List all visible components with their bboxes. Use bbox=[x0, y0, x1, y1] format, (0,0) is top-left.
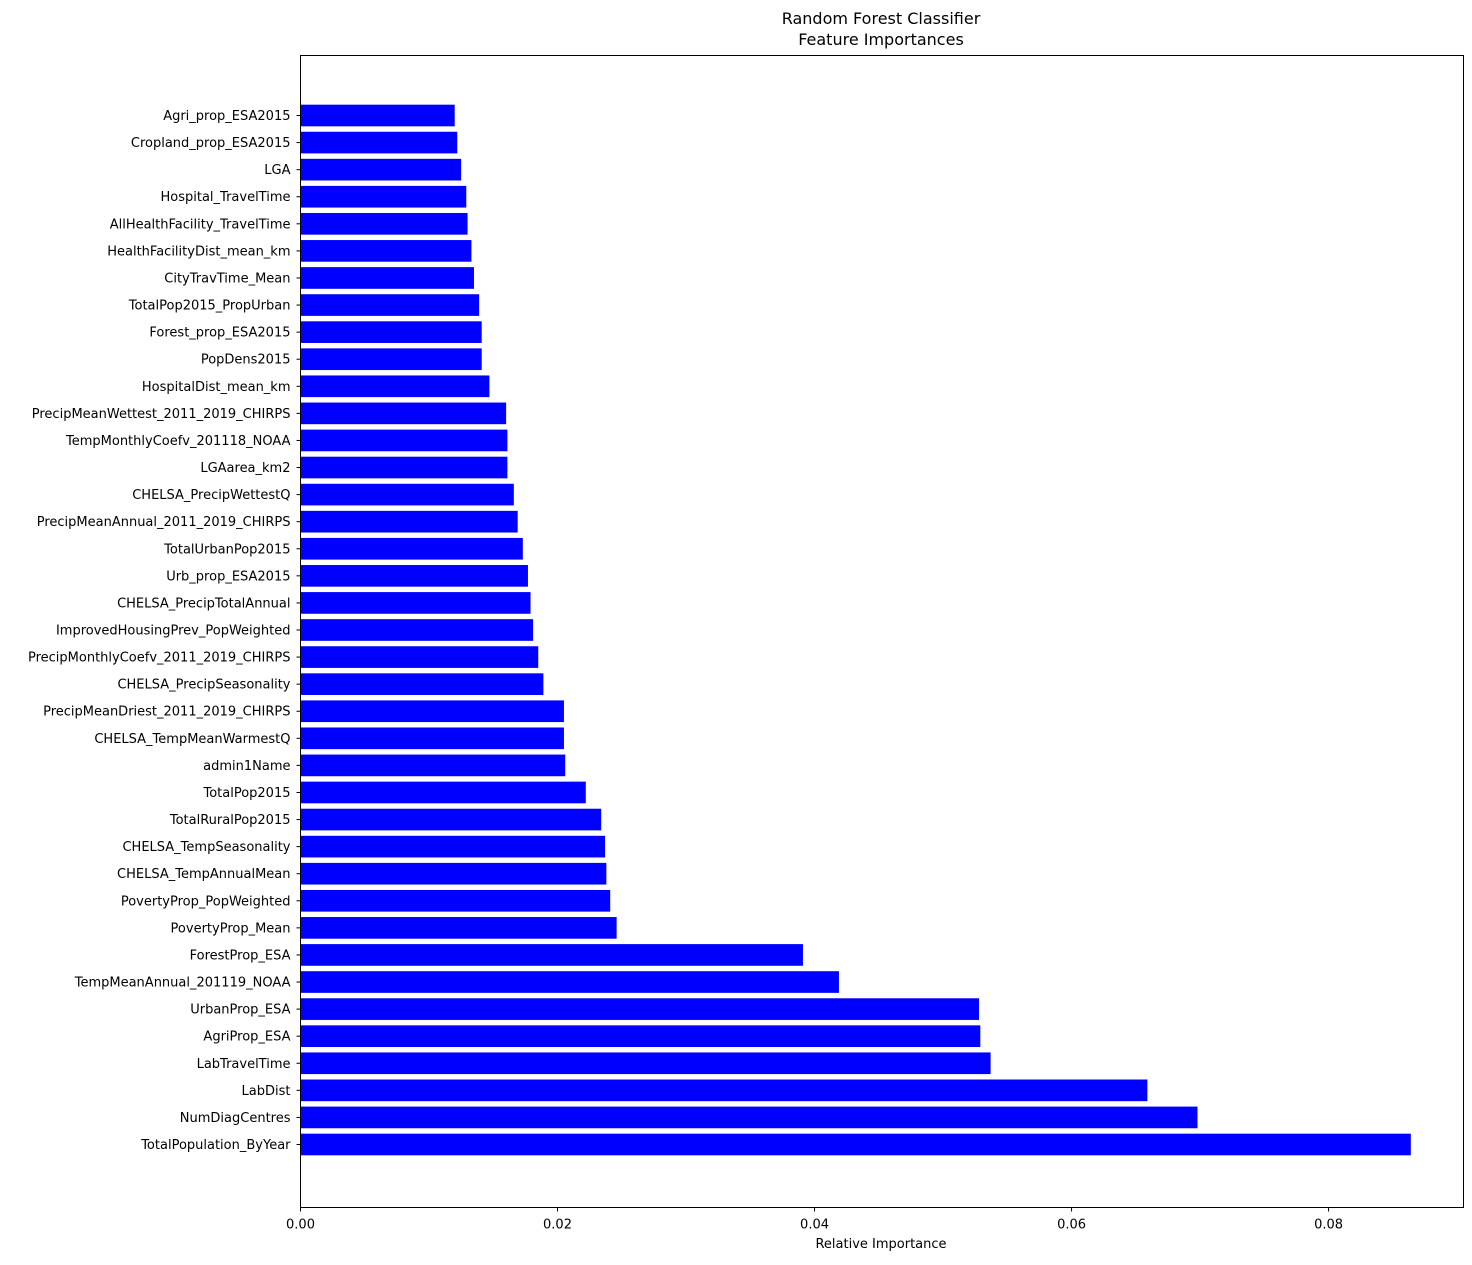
bar bbox=[300, 592, 531, 614]
bar bbox=[300, 835, 606, 858]
y-tick-label: Forest_prop_ESA2015 bbox=[149, 326, 290, 341]
chart-title-line-2: Feature Importances bbox=[798, 30, 964, 49]
x-tick-label: 0.08 bbox=[1314, 1218, 1343, 1233]
x-tick-label: 0.02 bbox=[543, 1218, 572, 1233]
y-tick-label: admin1Name bbox=[203, 759, 290, 774]
y-tick-label: CityTravTime_Mean bbox=[164, 271, 290, 286]
bar bbox=[300, 267, 474, 289]
bar bbox=[300, 1133, 1411, 1156]
bar bbox=[300, 158, 462, 181]
bar bbox=[300, 212, 468, 235]
y-tick-label: ImprovedHousingPrev_PopWeighted bbox=[56, 624, 291, 639]
y-tick-label: CHELSA_PrecipTotalAnnual bbox=[117, 596, 290, 611]
bar bbox=[300, 402, 507, 425]
bars-layer bbox=[300, 104, 1411, 1156]
y-tick-label: PrecipMeanWettest_2011_2019_CHIRPS bbox=[32, 407, 291, 422]
bar bbox=[300, 971, 839, 993]
bar bbox=[300, 754, 566, 777]
bar bbox=[300, 185, 467, 208]
y-tick-label: CHELSA_TempAnnualMean bbox=[117, 867, 290, 882]
bar bbox=[300, 781, 586, 804]
y-tick-label: LGA bbox=[264, 163, 290, 178]
bar bbox=[300, 889, 611, 912]
bar bbox=[300, 348, 482, 371]
y-tick-label: TotalPop2015 bbox=[202, 786, 290, 801]
bar bbox=[300, 619, 534, 641]
y-tick-label: PopDens2015 bbox=[201, 353, 291, 368]
y-tick-label: PovertyProp_PopWeighted bbox=[121, 894, 291, 909]
bar bbox=[300, 429, 508, 452]
bar bbox=[300, 131, 458, 154]
y-tick-label: TempMeanAnnual_201119_NOAA bbox=[74, 976, 291, 991]
y-tick-label: TotalRuralPop2015 bbox=[169, 813, 291, 828]
bar bbox=[300, 646, 539, 668]
y-tick-label: NumDiagCentres bbox=[180, 1111, 291, 1126]
bar bbox=[300, 1106, 1198, 1129]
bar bbox=[300, 727, 564, 750]
bar bbox=[300, 565, 528, 587]
y-tick-label: LGAarea_km2 bbox=[200, 461, 290, 476]
bar bbox=[300, 917, 617, 939]
y-tick-label: LabTravelTime bbox=[197, 1057, 291, 1072]
bar bbox=[300, 510, 518, 533]
y-tick-label: CHELSA_TempSeasonality bbox=[122, 840, 290, 855]
bar bbox=[300, 375, 490, 398]
x-axis-label: Relative Importance bbox=[815, 1237, 946, 1252]
bar bbox=[300, 1079, 1148, 1102]
y-tick-label: Agri_prop_ESA2015 bbox=[163, 109, 290, 124]
x-axis-ticks: 0.00 0.02 0.04 0.06 0.08 bbox=[286, 1207, 1343, 1233]
bar bbox=[300, 240, 472, 262]
y-tick-label: PovertyProp_Mean bbox=[171, 921, 291, 936]
bar bbox=[300, 998, 980, 1020]
x-tick-label: 0.06 bbox=[1057, 1218, 1086, 1233]
y-tick-label: HospitalDist_mean_km bbox=[142, 380, 291, 395]
y-tick-label: ForestProp_ESA bbox=[190, 948, 291, 963]
bar bbox=[300, 862, 607, 885]
y-tick-label: CHELSA_PrecipWettestQ bbox=[132, 488, 290, 503]
x-tick-label: 0.00 bbox=[286, 1218, 315, 1233]
y-tick-label: CHELSA_TempMeanWarmestQ bbox=[94, 732, 290, 747]
y-tick-label: TotalPopulation_ByYear bbox=[140, 1138, 291, 1153]
bar bbox=[300, 673, 544, 695]
chart-title-line-1: Random Forest Classifier bbox=[782, 9, 981, 28]
y-tick-label: TotalPop2015_PropUrban bbox=[128, 299, 291, 314]
y-tick-label: Cropland_prop_ESA2015 bbox=[131, 136, 291, 151]
y-tick-label: PrecipMeanDriest_2011_2019_CHIRPS bbox=[43, 705, 290, 720]
y-tick-label: CHELSA_PrecipSeasonality bbox=[117, 678, 290, 693]
y-tick-label: HealthFacilityDist_mean_km bbox=[107, 244, 290, 259]
y-tick-label: LabDist bbox=[242, 1084, 291, 1099]
y-tick-label: PrecipMonthlyCoefv_2011_2019_CHIRPS bbox=[28, 651, 291, 666]
x-tick-label: 0.04 bbox=[800, 1218, 829, 1233]
y-axis-ticks: Agri_prop_ESA2015 Cropland_prop_ESA2015 LG… bbox=[28, 109, 301, 1153]
bar bbox=[300, 483, 514, 506]
y-tick-label: Urb_prop_ESA2015 bbox=[166, 569, 290, 584]
y-tick-label: AgriProp_ESA bbox=[203, 1030, 290, 1045]
bar bbox=[300, 1052, 991, 1075]
y-tick-label: AllHealthFacility_TravelTime bbox=[110, 217, 291, 232]
y-tick-label: TempMonthlyCoefv_201118_NOAA bbox=[65, 434, 291, 449]
y-tick-label: Hospital_TravelTime bbox=[161, 190, 291, 205]
bar bbox=[300, 808, 602, 831]
plot-frame bbox=[300, 55, 1464, 1208]
bar bbox=[300, 700, 564, 723]
y-tick-label: TotalUrbanPop2015 bbox=[163, 542, 290, 557]
bar bbox=[300, 537, 523, 560]
bar bbox=[300, 104, 455, 127]
bar bbox=[300, 456, 508, 479]
bar bbox=[300, 294, 480, 316]
bar bbox=[300, 1025, 981, 1048]
bar bbox=[300, 321, 482, 343]
y-tick-label: UrbanProp_ESA bbox=[190, 1003, 290, 1018]
y-tick-label: PrecipMeanAnnual_2011_2019_CHIRPS bbox=[37, 515, 291, 530]
bar bbox=[300, 944, 803, 966]
